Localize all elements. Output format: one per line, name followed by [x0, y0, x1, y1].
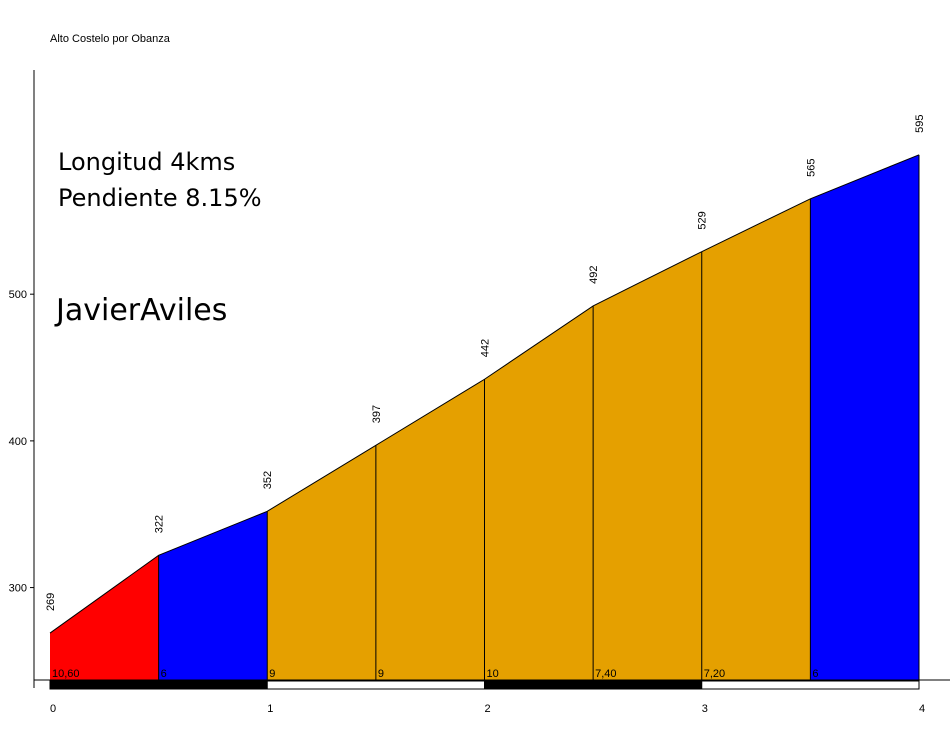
y-tick-label-1: 400: [9, 436, 27, 448]
scale-segment-0: [49, 680, 268, 690]
y-tick-label-2: 500: [9, 289, 27, 301]
grade-labels: 10,60 6 9 9 10 7,40 7,20 6: [52, 668, 819, 680]
segment-area-2: [267, 445, 376, 680]
segment-areas: [50, 154, 919, 681]
elevation-label-1: 322: [154, 515, 166, 533]
elevation-label-6: 529: [697, 211, 709, 229]
grade-label-6: 7,20: [704, 668, 725, 680]
profile-line-group: [49, 154, 920, 634]
x-tick-label-3: 3: [702, 703, 708, 715]
x-axis-ticks: 0 1 2 3 4: [50, 703, 925, 715]
author-annotation: JavierAviles: [54, 293, 227, 328]
segment-area-0: [50, 555, 159, 680]
segment-area-4: [484, 305, 594, 680]
x-tick-label-0: 0: [50, 703, 56, 715]
elevation-label-8: 595: [914, 114, 926, 132]
elevation-label-3: 397: [371, 405, 383, 423]
scale-segment-3: [701, 680, 920, 690]
grade-label-5: 7,40: [595, 668, 616, 680]
segment-area-3: [375, 379, 485, 680]
grade-label-7: 6: [812, 668, 818, 680]
elevation-labels: 269 322 352 397 442 492 529 565 595: [45, 114, 926, 611]
scale-segment-1: [266, 680, 485, 690]
km-scale-bar: [49, 680, 920, 690]
elevation-label-4: 442: [480, 339, 492, 357]
grade-label-2: 9: [269, 668, 275, 680]
elevation-label-2: 352: [262, 471, 274, 489]
x-tick-label-1: 1: [267, 703, 273, 715]
segment-dividers: [158, 154, 920, 680]
grade-label-3: 9: [378, 668, 384, 680]
scale-segment-2: [484, 680, 703, 690]
grade-label-0: 10,60: [52, 668, 80, 680]
length-annotation: Longitud 4kms: [58, 148, 235, 176]
segment-area-7: [810, 154, 919, 681]
profile-line: [49, 154, 920, 634]
grade-label-1: 6: [161, 668, 167, 680]
segment-area-6: [701, 198, 811, 680]
segment-area-5: [593, 251, 702, 681]
chart-title: Alto Costelo por Obanza: [50, 33, 171, 45]
x-tick-label-4: 4: [919, 703, 925, 715]
elevation-label-7: 565: [805, 158, 817, 176]
segment-area-1: [158, 511, 268, 680]
elevation-label-5: 492: [588, 266, 600, 284]
y-axis-ticks: 300 400 500: [9, 289, 34, 595]
grade-label-4: 10: [487, 668, 499, 680]
gradient-annotation: Pendiente 8.15%: [58, 184, 262, 212]
y-tick-label-0: 300: [9, 583, 27, 595]
x-tick-label-2: 2: [484, 703, 490, 715]
elevation-label-0: 269: [45, 593, 57, 611]
